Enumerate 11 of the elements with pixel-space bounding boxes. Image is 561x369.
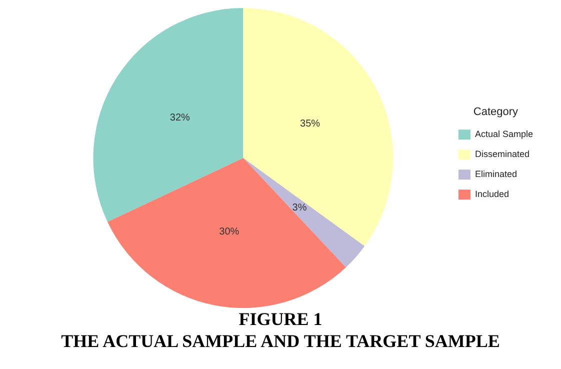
legend-title: Category [473, 106, 519, 118]
legend-label: Actual Sample [474, 129, 533, 140]
legend-label: Disseminated [474, 149, 530, 160]
text: THE ACTUAL SAMPLE AND THE TARGET SAMPLE [60, 330, 501, 352]
text: FIGURE 1 [238, 308, 324, 330]
data-label: 3% [292, 202, 307, 214]
data-label: 35% [300, 118, 320, 130]
legend-label: Included [474, 189, 509, 200]
data-label: 30% [219, 226, 240, 238]
legend-label: Eliminated [474, 169, 517, 180]
data-label: 32% [170, 112, 190, 124]
